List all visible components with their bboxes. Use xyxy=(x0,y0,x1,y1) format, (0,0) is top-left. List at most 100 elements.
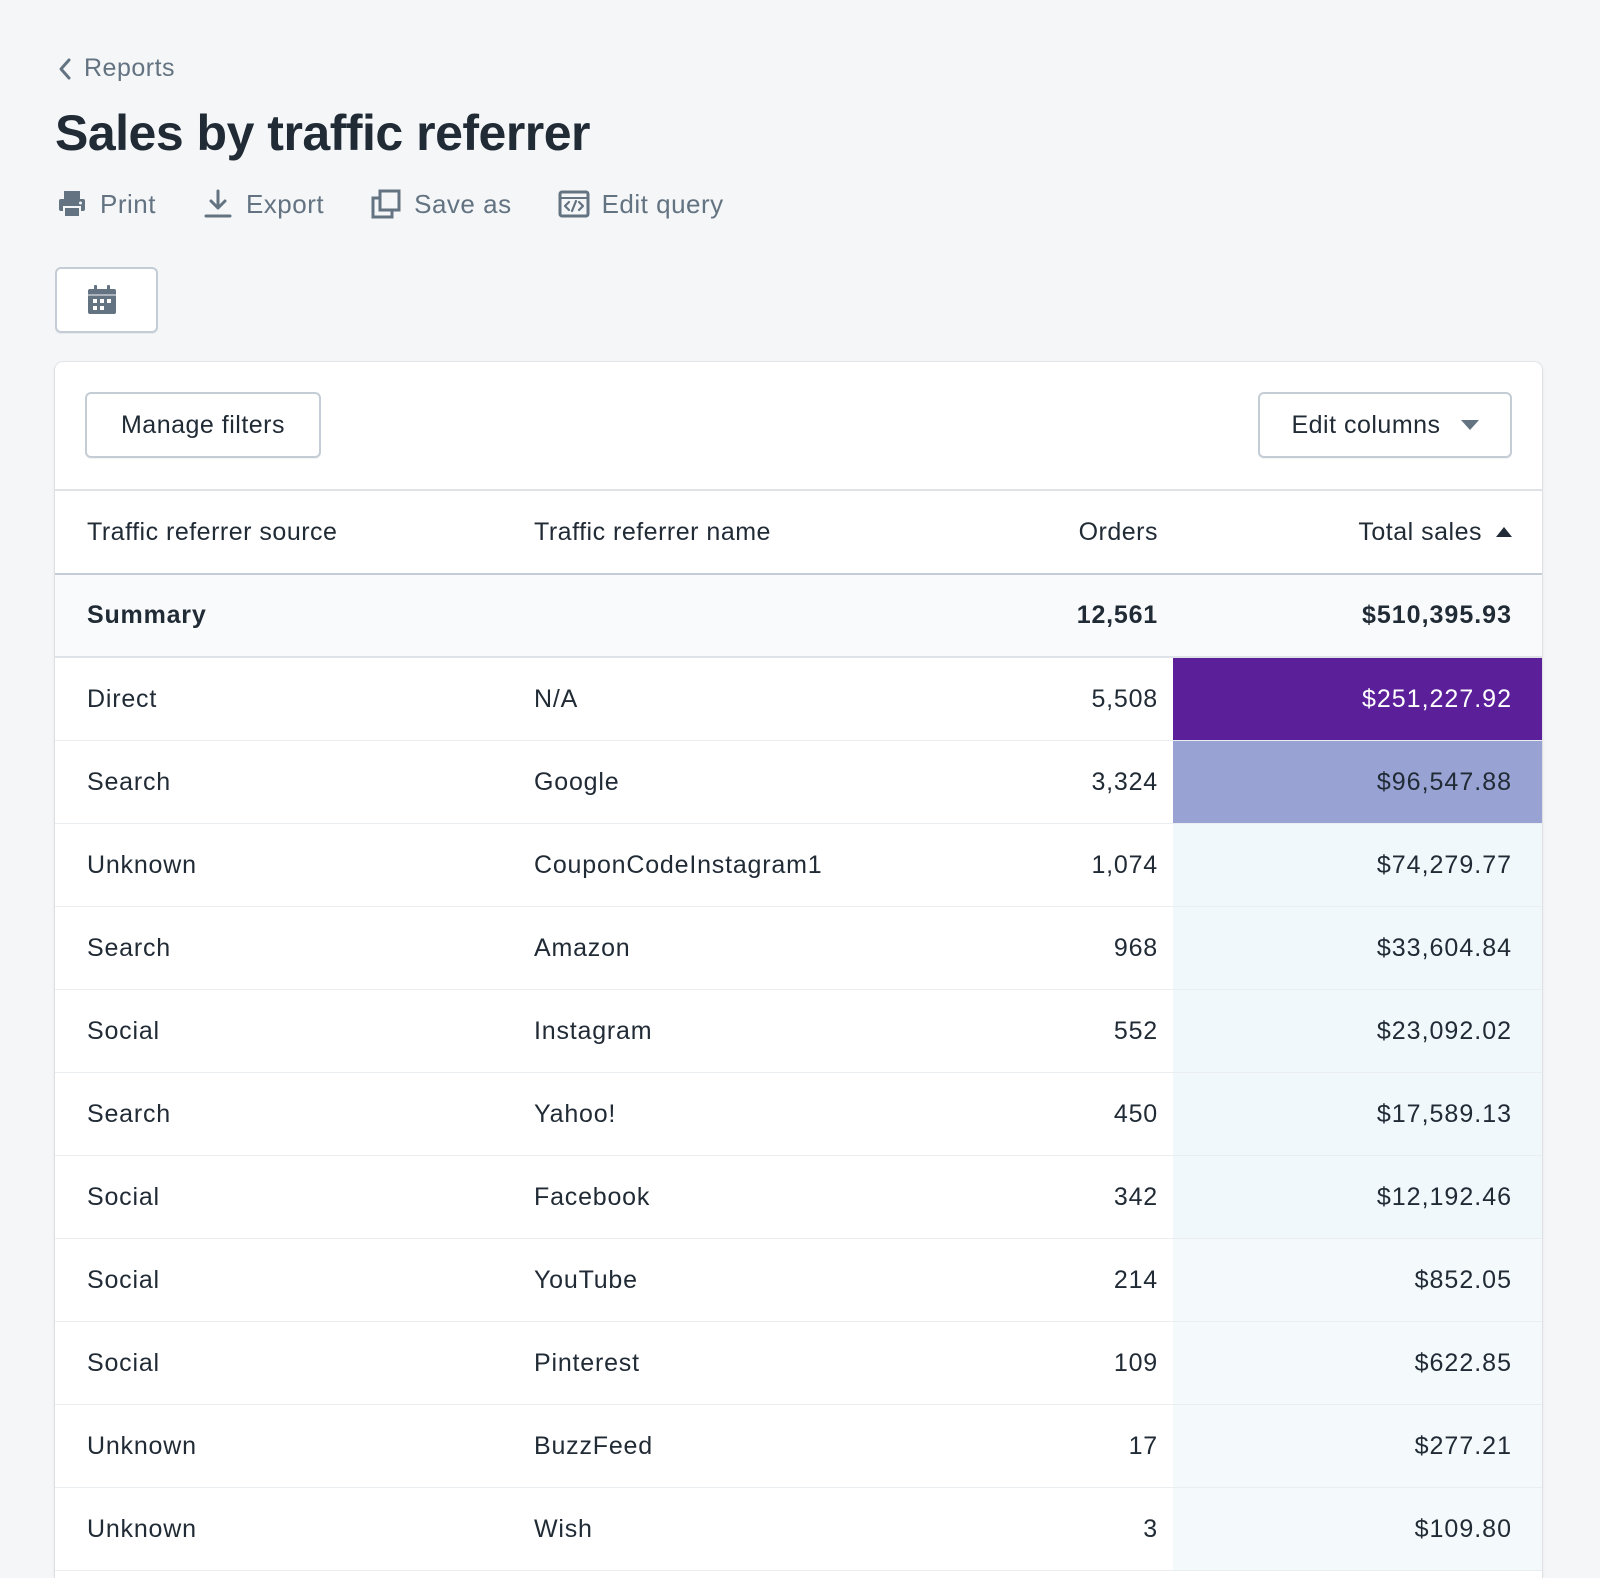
copy-icon xyxy=(370,188,402,220)
cell-total-sales: $12,192.46 xyxy=(1376,1182,1512,1211)
cell-name: Facebook xyxy=(534,1182,651,1211)
cell-name: Google xyxy=(534,767,620,796)
heatmap-cell-bg xyxy=(1173,1405,1542,1487)
table-row: Social YouTube 214 $852.05 xyxy=(55,1239,1542,1322)
cell-total-sales: $33,604.84 xyxy=(1376,933,1512,962)
cell-name: Amazon xyxy=(534,933,631,962)
cell-name: CouponCodeInstagram1 xyxy=(534,850,823,879)
manage-filters-button[interactable]: Manage filters xyxy=(85,392,321,458)
cell-total-sales: $74,279.77 xyxy=(1376,850,1512,879)
heatmap-cell-bg xyxy=(1173,658,1542,740)
cell-name: Wish xyxy=(534,1514,593,1543)
cell-total-sales: $277.21 xyxy=(1414,1431,1512,1460)
summary-row: Summary 12,561 $510,395.93 xyxy=(55,575,1542,658)
cell-source: Direct xyxy=(87,684,158,713)
cell-source: Search xyxy=(87,767,172,796)
cell-source: Social xyxy=(87,1348,160,1377)
cell-source: Social xyxy=(87,1265,160,1294)
save-as-button[interactable]: Save as xyxy=(370,184,511,224)
chevron-left-icon xyxy=(59,58,71,79)
cell-name: BuzzFeed xyxy=(534,1431,653,1460)
date-range-button[interactable] xyxy=(55,267,158,333)
cell-orders: 3 xyxy=(1143,1514,1158,1543)
cell-source: Social xyxy=(87,1016,160,1045)
column-header-total-sales[interactable]: Total sales xyxy=(1358,491,1512,573)
save-as-label: Save as xyxy=(414,188,512,219)
page-actions: Print Export Save as Edit query xyxy=(56,184,724,224)
cell-orders: 450 xyxy=(1113,1099,1158,1128)
heatmap-cell-bg xyxy=(1173,907,1542,989)
cell-orders: 109 xyxy=(1113,1348,1158,1377)
cell-source: Search xyxy=(87,1099,172,1128)
caret-down-icon xyxy=(1460,420,1479,430)
code-icon xyxy=(558,188,590,220)
column-header-source[interactable]: Traffic referrer source xyxy=(87,517,338,546)
table-row: Unknown CouponCodeInstagram1 1,074 $74,279.… xyxy=(55,824,1542,907)
heatmap-cell-bg xyxy=(1173,990,1542,1072)
cell-total-sales: $622.85 xyxy=(1414,1348,1512,1377)
cell-orders: 1,074 xyxy=(1091,850,1158,879)
print-button[interactable]: Print xyxy=(56,184,156,224)
table-body: Direct N/A 5,508 $251,227.92 Search Google 3,3… xyxy=(55,658,1542,1571)
report-card: Manage filters Edit columns Traffic refe… xyxy=(55,362,1542,1578)
heatmap-cell-bg xyxy=(1173,1073,1542,1155)
table-row: Search Yahoo! 450 $17,589.13 xyxy=(55,1073,1542,1156)
table-row: Social Instagram 552 $23,092.02 xyxy=(55,990,1542,1073)
cell-total-sales: $96,547.88 xyxy=(1376,767,1512,796)
cell-orders: 17 xyxy=(1128,1431,1158,1460)
calendar-icon xyxy=(88,285,116,314)
edit-columns-label: Edit columns xyxy=(1291,410,1441,439)
summary-label: Summary xyxy=(87,601,207,629)
export-label: Export xyxy=(245,188,325,219)
print-label: Print xyxy=(100,188,156,219)
heatmap-cell-bg xyxy=(1173,824,1542,906)
cell-orders: 342 xyxy=(1113,1182,1158,1211)
cell-name: N/A xyxy=(534,684,579,713)
cell-source: Social xyxy=(87,1182,160,1211)
table-header: Traffic referrer source Traffic referrer… xyxy=(55,489,1542,575)
table-row: Social Facebook 342 $12,192.46 xyxy=(55,1156,1542,1239)
edit-query-button[interactable]: Edit query xyxy=(558,184,724,224)
summary-total-sales: $510,395.93 xyxy=(1361,601,1512,629)
table-row: Direct N/A 5,508 $251,227.92 xyxy=(55,658,1542,741)
export-button[interactable]: Export xyxy=(202,184,324,224)
cell-orders: 552 xyxy=(1113,1016,1158,1045)
table-row: Unknown BuzzFeed 17 $277.21 xyxy=(55,1405,1542,1488)
edit-columns-button[interactable]: Edit columns xyxy=(1258,392,1512,458)
table-row: Search Amazon 968 $33,604.84 xyxy=(55,907,1542,990)
heatmap-cell-bg xyxy=(1173,741,1542,823)
cell-name: YouTube xyxy=(534,1265,638,1294)
heatmap-cell-bg xyxy=(1173,1322,1542,1404)
breadcrumb-back-link[interactable]: Reports xyxy=(56,54,175,83)
cell-source: Unknown xyxy=(87,850,197,879)
breadcrumb-label: Reports xyxy=(84,54,176,82)
cell-orders: 968 xyxy=(1113,933,1158,962)
cell-orders: 3,324 xyxy=(1091,767,1158,796)
cell-source: Unknown xyxy=(87,1514,197,1543)
cell-source: Search xyxy=(87,933,172,962)
page-title: Sales by traffic referrer xyxy=(55,105,591,161)
cell-name: Pinterest xyxy=(534,1348,640,1377)
column-header-name[interactable]: Traffic referrer name xyxy=(534,517,771,546)
download-icon xyxy=(202,188,234,220)
heatmap-cell-bg xyxy=(1173,1239,1542,1321)
cell-total-sales: $109.80 xyxy=(1414,1514,1512,1543)
cell-total-sales: $23,092.02 xyxy=(1376,1016,1512,1045)
summary-orders: 12,561 xyxy=(1076,601,1158,629)
sort-ascending-icon xyxy=(1496,527,1512,537)
cell-total-sales: $17,589.13 xyxy=(1376,1099,1512,1128)
edit-query-label: Edit query xyxy=(601,188,724,219)
heatmap-cell-bg xyxy=(1173,1156,1542,1238)
cell-total-sales: $251,227.92 xyxy=(1361,684,1512,713)
heatmap-cell-bg xyxy=(1173,1488,1542,1570)
report-table: Traffic referrer source Traffic referrer… xyxy=(55,489,1542,1571)
cell-orders: 5,508 xyxy=(1091,684,1158,713)
table-row: Search Google 3,324 $96,547.88 xyxy=(55,741,1542,824)
cell-orders: 214 xyxy=(1113,1265,1158,1294)
manage-filters-label: Manage filters xyxy=(120,410,286,439)
column-header-orders[interactable]: Orders xyxy=(1078,517,1158,546)
cell-source: Unknown xyxy=(87,1431,197,1460)
table-row: Social Pinterest 109 $622.85 xyxy=(55,1322,1542,1405)
table-row: Unknown Wish 3 $109.80 xyxy=(55,1488,1542,1571)
